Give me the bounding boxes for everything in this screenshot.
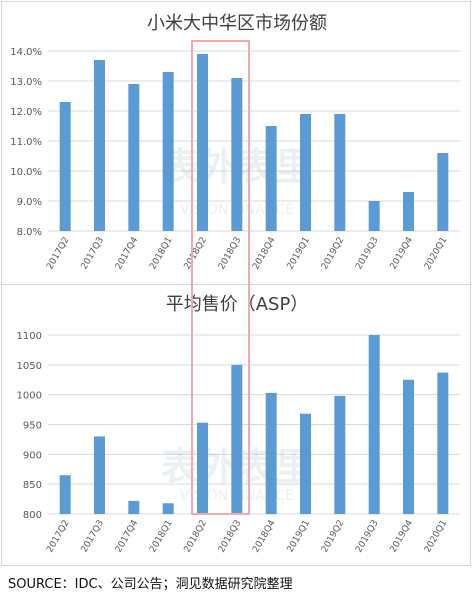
bar: [368, 201, 380, 231]
bar: [265, 126, 277, 231]
x-tick-label: 2017Q2: [45, 519, 72, 555]
bar: [368, 335, 380, 514]
y-tick-label: 9.0%: [17, 197, 42, 208]
y-tick-label: 1100: [17, 331, 42, 342]
x-tick-label: 2018Q1: [148, 236, 175, 272]
x-tick-label: 2018Q4: [251, 235, 278, 271]
y-tick-label: 13.0%: [10, 77, 42, 88]
watermark: 表外表里 VISION FINANCE 表外表里 VISION FINANCE: [161, 145, 313, 504]
x-tick-label: 2020Q1: [423, 519, 450, 555]
y-tick-label: 10.0%: [10, 167, 42, 178]
y-tick-label: 950: [23, 421, 42, 432]
x-tick-label: 2019Q1: [286, 519, 313, 555]
x-tick-label: 2019Q2: [320, 519, 347, 555]
bar: [334, 114, 346, 231]
chart-divider: [1, 284, 471, 285]
x-tick-label: 2018Q1: [148, 519, 175, 555]
x-tick-label: 2020Q1: [423, 236, 450, 272]
x-tick-label: 2019Q2: [320, 236, 347, 272]
x-tick-label: 2019Q4: [389, 235, 416, 271]
bar: [403, 192, 414, 231]
y-tick-label: 14.0%: [10, 47, 42, 58]
x-tick-label: 2019Q1: [286, 236, 313, 272]
watermark-sub-2: VISION FINANCE: [180, 488, 294, 504]
x-tick-label: 2019Q4: [389, 518, 416, 554]
market-share-chart: 8.0% 9.0% 10.0% 11.0% 12.0% 13.0% 14.0% 2017Q2 2…: [10, 47, 460, 271]
chart-frame: [1, 1, 471, 566]
y-tick-label: 11.0%: [10, 137, 42, 148]
x-tick-label: 2019Q3: [354, 236, 381, 272]
bar: [59, 102, 71, 231]
bar: [437, 153, 449, 231]
watermark-brand: 表外表里: [161, 145, 313, 189]
bar: [300, 413, 311, 514]
bar: [231, 364, 243, 514]
x-tick-label: 2019Q3: [354, 519, 381, 555]
bar: [403, 379, 414, 514]
x-tick-label: 2018Q3: [217, 519, 244, 555]
y-tick-label: 1050: [17, 361, 42, 372]
asp-chart: 800 850 900 950 1000 1050 1100 2017Q2 2017Q3 2017…: [17, 331, 460, 554]
bar: [265, 392, 277, 514]
x-tick-label: 2018Q2: [183, 519, 210, 555]
x-tick-label: 2018Q3: [217, 235, 244, 271]
y-tick-label: 800: [23, 510, 42, 521]
asp-title: 平均售价（ASP）: [165, 294, 309, 315]
y-tick-label: 12.0%: [10, 107, 42, 118]
bar: [197, 422, 208, 514]
bar: [162, 72, 174, 231]
bar: [437, 372, 449, 514]
x-tick-label: 2017Q4: [114, 235, 141, 271]
bar: [300, 114, 311, 231]
bar: [59, 475, 71, 514]
market-share-title: 小米大中华区市场份额: [147, 13, 327, 34]
y-tick-label: 1000: [17, 391, 42, 402]
x-tick-label: 2018Q4: [251, 518, 278, 554]
y-tick-label: 900: [23, 450, 42, 461]
bar: [162, 503, 174, 514]
x-tick-label: 2018Q2: [183, 236, 210, 272]
y-tick-label: 8.0%: [17, 227, 42, 238]
watermark-brand-2: 表外表里: [161, 445, 313, 489]
x-tick-label: 2017Q3: [80, 519, 107, 555]
x-tick-label: 2017Q2: [45, 236, 72, 272]
x-tick-label: 2017Q4: [114, 518, 141, 554]
x-tick-label: 2017Q3: [80, 236, 107, 272]
bar: [231, 78, 243, 231]
source-note: SOURCE：IDC、公司公告；洞见数据研究院整理: [8, 577, 293, 592]
bar: [128, 84, 140, 231]
bar: [334, 395, 346, 514]
y-tick-label: 850: [23, 480, 42, 491]
watermark-sub: VISION FINANCE: [180, 202, 294, 218]
bar: [197, 54, 208, 231]
highlight-box: [191, 40, 250, 515]
bar: [94, 60, 105, 231]
bar: [128, 500, 140, 514]
bar: [94, 436, 105, 514]
